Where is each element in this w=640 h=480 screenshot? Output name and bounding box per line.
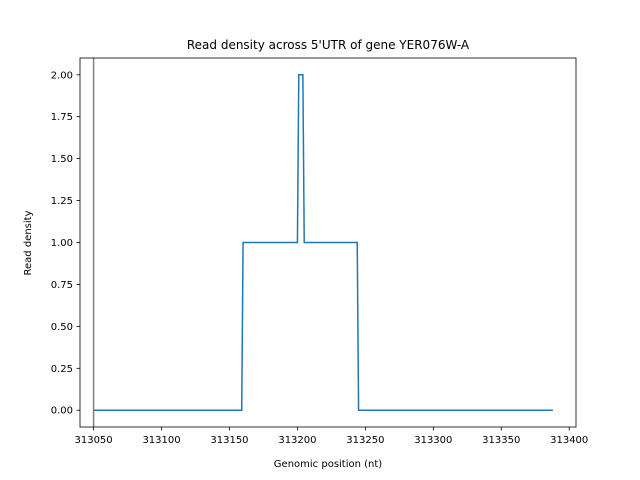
y-tick-label: 1.00	[51, 238, 73, 249]
y-tick-label: 0.00	[51, 406, 73, 417]
chart-title: Read density across 5'UTR of gene YER076…	[187, 38, 470, 52]
x-tick-label: 313100	[142, 435, 180, 446]
x-tick-label: 313150	[210, 435, 248, 446]
x-axis: 313050 313100 313150 313200 313250 313300 3133…	[74, 427, 588, 446]
y-tick-label: 1.75	[51, 112, 73, 123]
series-line	[93, 74, 553, 411]
y-tick-label: 2.00	[51, 70, 73, 81]
x-axis-label: Genomic position (nt)	[274, 459, 383, 470]
x-tick-label: 313250	[346, 435, 384, 446]
y-axis-label: Read density	[23, 210, 34, 275]
y-tick-label: 1.25	[51, 196, 73, 207]
y-tick-label: 0.75	[51, 280, 73, 291]
y-axis: 0.00 0.25 0.50 0.75 1.00 1.25 1.50 1.75 2.00	[51, 70, 80, 417]
x-tick-label: 313050	[74, 435, 112, 446]
x-tick-label: 313350	[482, 435, 520, 446]
y-tick-label: 0.25	[51, 364, 73, 375]
x-tick-label: 313400	[550, 435, 588, 446]
y-tick-label: 1.50	[51, 154, 73, 165]
x-tick-label: 313200	[278, 435, 316, 446]
y-tick-label: 0.50	[51, 322, 73, 333]
x-tick-label: 313300	[414, 435, 452, 446]
